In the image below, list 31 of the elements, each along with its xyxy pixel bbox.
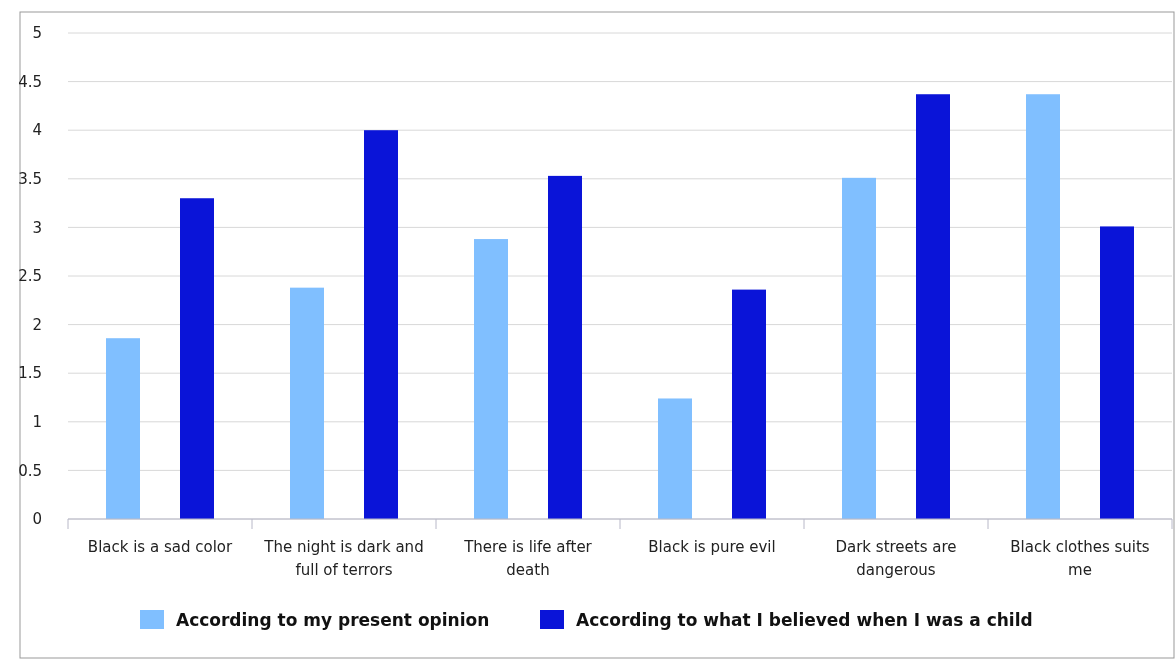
legend-label: According to what I believed when I was a child (576, 609, 1033, 630)
y-tick-label: 5 (32, 24, 42, 43)
x-tick-label: Dark streets are dangerous (835, 538, 957, 579)
bar (106, 338, 140, 519)
bar (1100, 226, 1134, 519)
bar (658, 398, 692, 519)
bar (364, 130, 398, 519)
x-tick-label: There is life after death (463, 538, 593, 579)
y-tick-label: 2.5 (18, 267, 42, 286)
y-tick-label: 1 (32, 413, 42, 432)
legend-label: According to my present opinion (176, 609, 490, 630)
bar (474, 239, 508, 519)
bar (732, 289, 766, 519)
x-tick-label: The night is dark and full of terrors (263, 538, 424, 579)
x-tick-label: Black is a sad color (87, 538, 233, 556)
y-tick-label: 3 (32, 218, 42, 237)
bar (180, 198, 214, 519)
y-tick-label: 0.5 (18, 461, 42, 480)
y-tick-label: 1.5 (18, 364, 42, 383)
y-tick-label: 2 (32, 315, 42, 334)
x-tick-label: Black is pure evil (648, 538, 776, 556)
bar (290, 287, 324, 519)
bar (548, 175, 582, 519)
y-tick-label: 0 (32, 510, 42, 529)
bar (916, 94, 950, 519)
y-tick-label: 4.5 (18, 72, 42, 91)
bar (1026, 94, 1060, 519)
bar (842, 177, 876, 519)
y-tick-label: 4 (32, 121, 42, 140)
y-tick-label: 3.5 (18, 170, 42, 189)
x-tick-label: Black clothes suits me (1010, 538, 1150, 579)
